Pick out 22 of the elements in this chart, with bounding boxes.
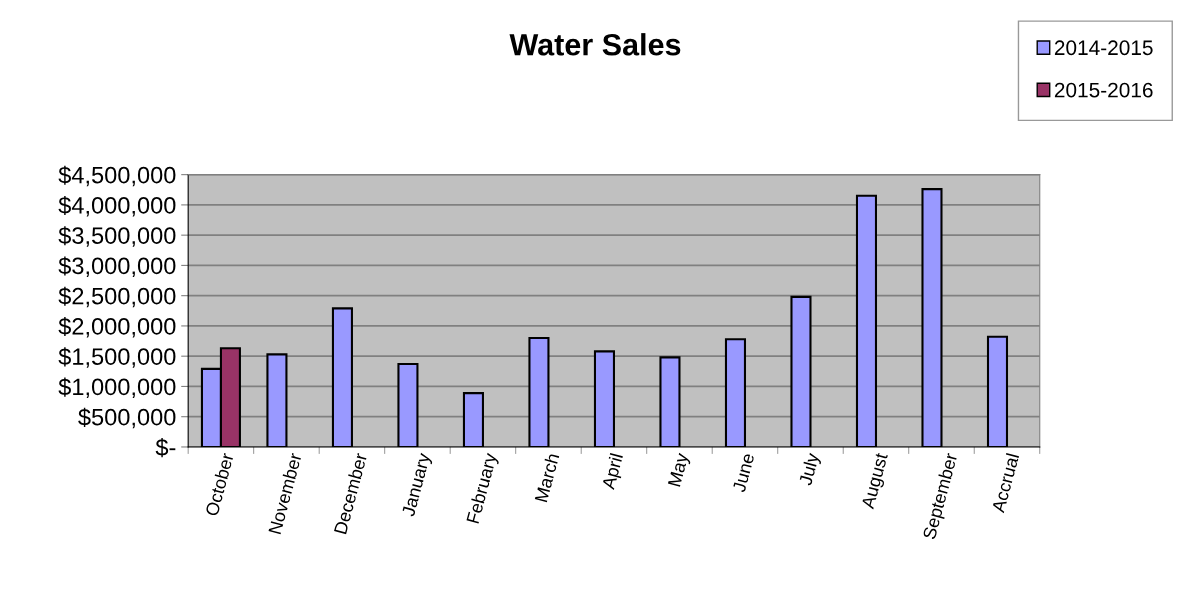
x-tick-label: July [798,451,823,487]
y-tick-label: $500,000 [78,407,176,429]
x-tick-label: March [534,452,560,503]
x-tick-label: January [401,452,434,518]
chart-title: Water Sales [509,33,681,56]
y-tick-label: $2,000,000 [58,317,176,338]
x-tick-label: June [732,452,755,493]
y-tick-label: $1,000,000 [58,377,176,399]
y-tick-label: $2,500,000 [58,286,176,308]
y-tick-label: $4,500,000 [58,165,176,187]
legend-label: 2014-2015 [1054,40,1153,56]
y-tick-label: $1,500,000 [58,347,176,368]
y-tick-label: $3,500,000 [58,226,176,247]
y-tick-label: $3,000,000 [58,256,176,277]
x-tick-label: August [861,452,892,511]
y-tick-label: $- [155,438,176,458]
legend-label: 2015-2016 [1054,82,1153,98]
x-tick-label: Accrual [991,452,1020,514]
y-tick-label: $4,000,000 [58,195,176,217]
x-tick-label: October [204,452,234,517]
x-tick-label: April [601,452,627,492]
x-tick-label: May [667,452,692,488]
